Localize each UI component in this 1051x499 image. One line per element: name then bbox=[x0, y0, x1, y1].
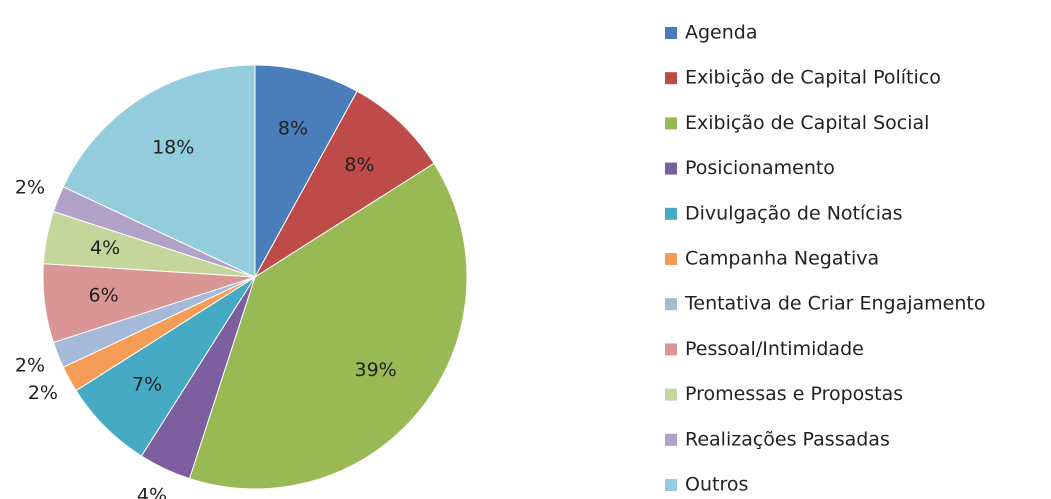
data-label: 2% bbox=[15, 355, 45, 377]
legend-swatch bbox=[665, 72, 677, 85]
legend-swatch bbox=[665, 298, 677, 311]
pie-slice bbox=[254, 64, 358, 278]
legend-label: Campanha Negativa bbox=[685, 248, 879, 270]
legend-label: Agenda bbox=[685, 22, 758, 44]
legend-label: Pessoal/Intimidade bbox=[685, 338, 864, 360]
legend-swatch bbox=[665, 117, 677, 130]
legend-label: Tentativa de Criar Engajamento bbox=[684, 293, 985, 315]
data-label: 18% bbox=[152, 137, 194, 159]
legend-label: Divulgação de Notícias bbox=[685, 202, 903, 224]
legend-swatch bbox=[665, 207, 677, 220]
legend-label: Posicionamento bbox=[685, 157, 835, 179]
data-label: 6% bbox=[88, 285, 118, 307]
legend-label: Promessas e Propostas bbox=[685, 383, 903, 405]
legend-label: Realizações Passadas bbox=[685, 428, 890, 450]
data-label: 8% bbox=[278, 118, 308, 140]
data-label: 8% bbox=[344, 154, 374, 176]
data-label: 2% bbox=[28, 382, 58, 404]
data-label: 4% bbox=[90, 237, 120, 259]
pie-slice bbox=[188, 162, 468, 490]
legend-swatch bbox=[665, 162, 677, 175]
legend-swatch bbox=[665, 388, 677, 401]
legend-swatch bbox=[665, 479, 677, 491]
data-label: 2% bbox=[15, 176, 45, 198]
pie-slice bbox=[62, 64, 256, 278]
data-label: 4% bbox=[137, 484, 167, 499]
legend-swatch bbox=[665, 253, 677, 265]
pie-slice bbox=[254, 90, 435, 278]
legend-swatch bbox=[665, 343, 677, 356]
legend-swatch bbox=[665, 27, 677, 39]
data-label: 39% bbox=[354, 359, 396, 381]
legend-swatch bbox=[665, 433, 677, 446]
legend-label: Exibição de Capital Social bbox=[685, 112, 929, 134]
legend-label: Exibição de Capital Político bbox=[685, 67, 941, 89]
legend-label: Outros bbox=[685, 474, 748, 496]
data-label: 7% bbox=[132, 373, 162, 395]
